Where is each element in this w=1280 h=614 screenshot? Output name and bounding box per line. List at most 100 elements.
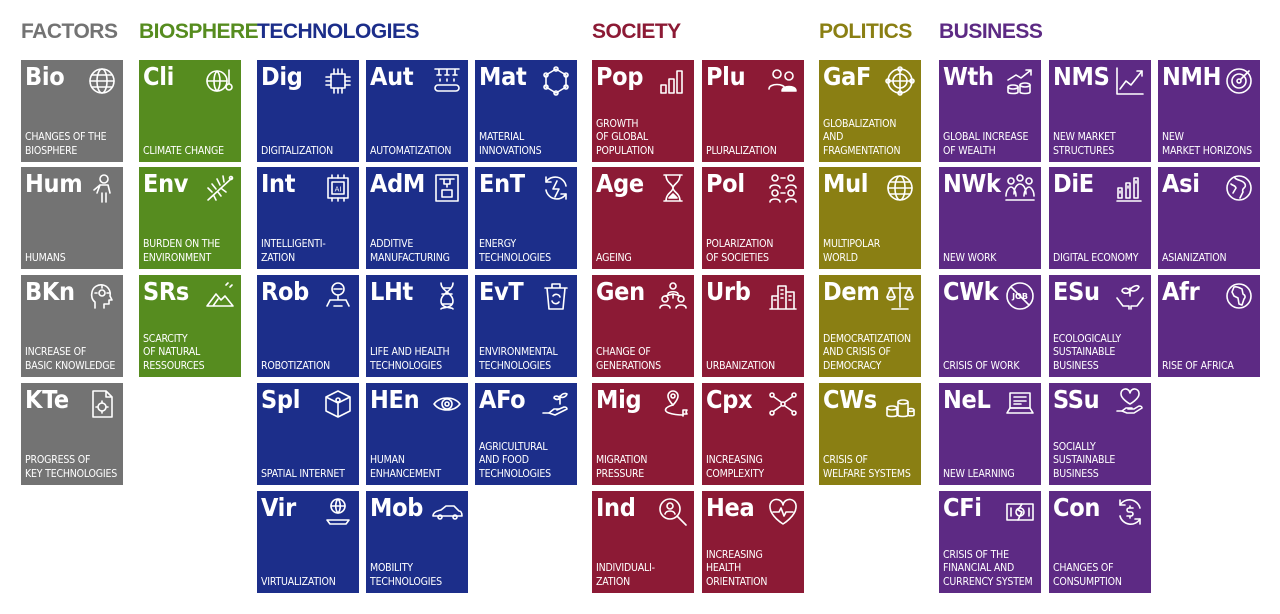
tile-int[interactable]: Int AI INTELLIGENTI- ZATION: [257, 167, 359, 269]
tile-con[interactable]: Con CHANGES OF CONSUMPTION: [1049, 491, 1151, 593]
tile-code: Env: [143, 169, 189, 198]
tile-ind[interactable]: Ind INDIVIDUALI- ZATION: [592, 491, 694, 593]
tile-label: DEMOCRATIZATION AND CRISIS OF DEMOCRACY: [823, 332, 911, 372]
tile-bkn[interactable]: BKn INCREASE OF BASIC KNOWLEDGE: [21, 275, 123, 377]
tile-evt[interactable]: EvT ENVIRONMENTAL TECHNOLOGIES: [475, 275, 577, 377]
tile-mob[interactable]: Mob MOBILITY TECHNOLOGIES: [366, 491, 468, 593]
tile-hum[interactable]: Hum HUMANS: [21, 167, 123, 269]
tile-age[interactable]: Age AGEING: [592, 167, 694, 269]
tile-vir[interactable]: Vir VIRTUALIZATION: [257, 491, 359, 593]
tile-label: GLOBAL INCREASE OF WEALTH: [943, 131, 1029, 157]
tile-label: MULTIPOLAR WORLD: [823, 238, 881, 264]
tile-code: ESu: [1053, 277, 1100, 306]
tile-label: MOBILITY TECHNOLOGIES: [370, 562, 442, 588]
tile-gaf[interactable]: GaF GLOBALIZATION AND FRAGMENTATION: [819, 60, 921, 162]
tile-ent[interactable]: EnT ENERGY TECHNOLOGIES: [475, 167, 577, 269]
tile-cfi[interactable]: CFi CRISIS OF THE FINANCIAL AND CURRENCY …: [939, 491, 1041, 593]
tile-nel[interactable]: NeL NEW LEARNING: [939, 383, 1041, 485]
tile-label: HUMANS: [25, 251, 66, 264]
tile-label: CLIMATE CHANGE: [143, 144, 224, 157]
tile-adm[interactable]: AdM ADDITIVE MANUFACTURING: [366, 167, 468, 269]
tile-nms[interactable]: NMS NEW MARKET STRUCTURES: [1049, 60, 1151, 162]
tile-mig[interactable]: Mig MIGRATION PRESSURE: [592, 383, 694, 485]
tile-label: CHANGES OF CONSUMPTION: [1053, 562, 1122, 588]
team-icon: [1004, 172, 1036, 204]
tile-cli[interactable]: Cli CLIMATE CHANGE: [139, 60, 241, 162]
tile-asi[interactable]: Asi ASIANIZATION: [1158, 167, 1260, 269]
tile-wth[interactable]: Wth GLOBAL INCREASE OF WEALTH: [939, 60, 1041, 162]
tile-code: CWs: [823, 385, 877, 414]
coins-growth-icon: [1004, 65, 1036, 97]
tile-code: Cli: [143, 62, 175, 91]
tile-code: SRs: [143, 277, 190, 306]
tile-ssu[interactable]: SSu SOCIALLY SUSTAINABLE BUSINESS: [1049, 383, 1151, 485]
magnifier-person-icon: [657, 496, 689, 528]
tile-hea[interactable]: Hea INCREASING HEALTH ORIENTATION: [702, 491, 804, 593]
tile-die[interactable]: DiE DIGITAL ECONOMY: [1049, 167, 1151, 269]
tile-esu[interactable]: ESu ECOLOGICALLY SUSTAINABLE BUSINESS: [1049, 275, 1151, 377]
tile-label: DIGITALIZATION: [261, 144, 333, 157]
tile-label: GLOBALIZATION AND FRAGMENTATION: [823, 117, 901, 157]
tile-srs[interactable]: SRs SCARCITY OF NATURAL RESSOURCES: [139, 275, 241, 377]
broken-banknote-icon: [1004, 496, 1036, 528]
hourglass-icon: [657, 172, 689, 204]
tile-label: POLARIZATION OF SOCIETIES: [706, 238, 774, 264]
tile-bio[interactable]: Bio CHANGES OF THE BIOSPHERE: [21, 60, 123, 162]
tile-nwk[interactable]: NWk NEW WORK: [939, 167, 1041, 269]
tile-pol[interactable]: Pol POLARIZATION OF SOCIETIES: [702, 167, 804, 269]
tile-code: DiE: [1053, 169, 1094, 198]
category-header-technologies: TECHNOLOGIES: [257, 20, 420, 43]
scales-icon: [884, 280, 916, 312]
hand-heart-icon: [1114, 388, 1146, 420]
tile-label: CHANGE OF GENERATIONS: [596, 346, 661, 372]
tile-lht[interactable]: LHt LIFE AND HEALTH TECHNOLOGIES: [366, 275, 468, 377]
tile-label: HUMAN ENHANCEMENT: [370, 454, 441, 480]
tile-env[interactable]: Env BURDEN ON THE ENVIRONMENT: [139, 167, 241, 269]
tile-hen[interactable]: HEn HUMAN ENHANCEMENT: [366, 383, 468, 485]
tile-label: DIGITAL ECONOMY: [1053, 251, 1139, 264]
network-icon: [767, 388, 799, 420]
tile-label: CRISIS OF THE FINANCIAL AND CURRENCY SYS…: [943, 548, 1033, 588]
tile-label: PLURALIZATION: [706, 144, 777, 157]
globe-platform-icon: [322, 496, 354, 528]
tile-code: Mul: [823, 169, 869, 198]
tile-cpx[interactable]: Cpx INCREASING COMPLEXITY: [702, 383, 804, 485]
tile-nmh[interactable]: NMH NEW MARKET HORIZONS: [1158, 60, 1260, 162]
tile-urb[interactable]: Urb URBANIZATION: [702, 275, 804, 377]
tile-label: ENERGY TECHNOLOGIES: [479, 238, 551, 264]
tile-label: NEW LEARNING: [943, 467, 1015, 480]
tile-afo[interactable]: AFo AGRICULTURAL AND FOOD TECHNOLOGIES: [475, 383, 577, 485]
tile-dem[interactable]: Dem DEMOCRATIZATION AND CRISIS OF DEMOCRA…: [819, 275, 921, 377]
tile-dig[interactable]: Dig DIGITALIZATION: [257, 60, 359, 162]
tile-gen[interactable]: Gen CHANGE OF GENERATIONS: [592, 275, 694, 377]
svg-text:JOB: JOB: [1011, 292, 1028, 301]
tile-code: Spl: [261, 385, 301, 414]
tile-label: ASIANIZATION: [1162, 251, 1227, 264]
tile-label: AUTOMATIZATION: [370, 144, 452, 157]
tile-label: INCREASING HEALTH ORIENTATION: [706, 548, 768, 588]
tile-kte[interactable]: KTe PROGRESS OF KEY TECHNOLOGIES: [21, 383, 123, 485]
tile-label: NEW MARKET STRUCTURES: [1053, 131, 1116, 157]
tile-code: AdM: [370, 169, 425, 198]
category-header-politics: POLITICS: [819, 20, 912, 43]
tile-cwk[interactable]: CWk JOB CRISIS OF WORK: [939, 275, 1041, 377]
polarization-icon: [767, 172, 799, 204]
tile-aut[interactable]: Aut AUTOMATIZATION: [366, 60, 468, 162]
molecule-icon: [540, 65, 572, 97]
tile-rob[interactable]: Rob ROBOTIZATION: [257, 275, 359, 377]
tile-code: Hum: [25, 169, 83, 198]
tile-plu[interactable]: Plu PLURALIZATION: [702, 60, 804, 162]
tile-label: INTELLIGENTI- ZATION: [261, 238, 326, 264]
tile-pop[interactable]: Pop GROWTH OF GLOBAL POPULATION: [592, 60, 694, 162]
tile-label: MIGRATION PRESSURE: [596, 454, 648, 480]
tile-code: Dig: [261, 62, 303, 91]
globe-africa-icon: [1223, 280, 1255, 312]
tile-mul[interactable]: Mul MULTIPOLAR WORLD: [819, 167, 921, 269]
tile-cws[interactable]: CWs CRISIS OF WELFARE SYSTEMS: [819, 383, 921, 485]
tile-spl[interactable]: Spl SPATIAL INTERNET: [257, 383, 359, 485]
tile-code: Int: [261, 169, 296, 198]
tile-afr[interactable]: Afr RISE OF AFRICA: [1158, 275, 1260, 377]
tile-label: NEW MARKET HORIZONS: [1162, 131, 1252, 157]
tile-code: EnT: [479, 169, 525, 198]
tile-mat[interactable]: Mat MATERIAL INNOVATIONS: [475, 60, 577, 162]
